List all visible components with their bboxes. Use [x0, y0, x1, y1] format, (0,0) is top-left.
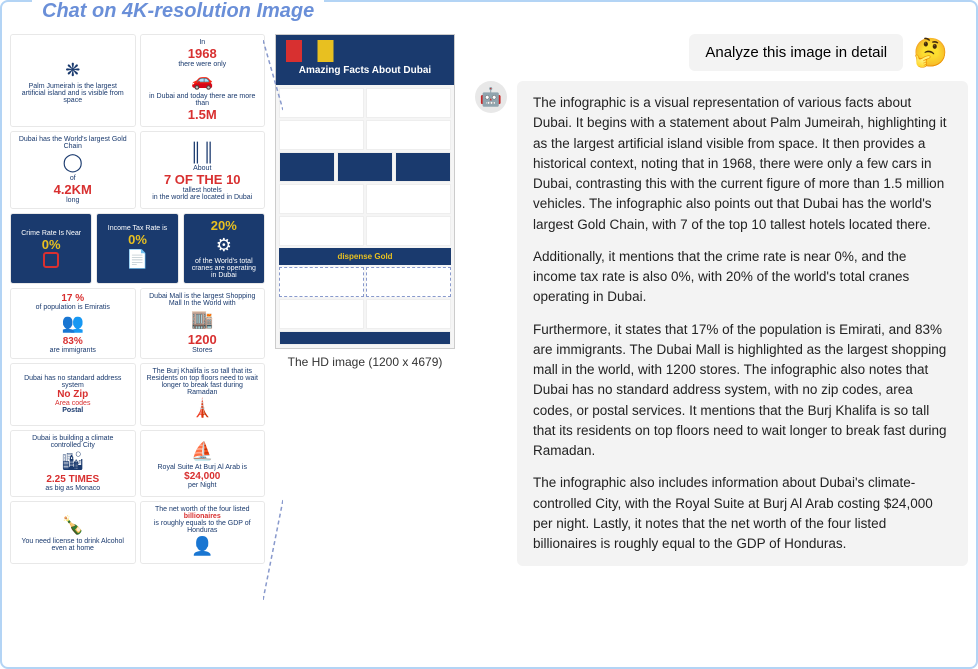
hd-body: dispense Gold	[276, 85, 454, 348]
fact-text: Palm Jumeirah is the largest artificial …	[16, 83, 130, 104]
bot-paragraph: Furthermore, it states that 17% of the p…	[533, 320, 952, 462]
bot-avatar-icon: 🤖	[475, 81, 507, 113]
fact-address: Dubai has no standard address system No …	[10, 363, 136, 426]
fact-top: Dubai is building a climate controlled C…	[16, 435, 130, 449]
box-icon	[43, 252, 59, 268]
skyline-icon: 🏙	[61, 451, 84, 472]
thinking-emoji: 🤔	[913, 36, 948, 69]
fact-big: 7 OF THE 10	[164, 172, 241, 187]
bot-paragraph: The infographic is a visual representati…	[533, 93, 952, 235]
fact-bottom: is roughly equals to the GDP of Honduras	[146, 520, 260, 534]
bot-paragraph: The infographic also includes informatio…	[533, 473, 952, 554]
fact-bottom: per Night	[188, 482, 216, 489]
fact-bottom: long	[66, 197, 79, 204]
palm-icon: ❋	[65, 60, 80, 81]
line2: Postal	[62, 407, 83, 414]
people-icon: 👥	[62, 313, 84, 334]
hd-banner: dispense Gold	[279, 248, 451, 265]
fact-crime: Crime Rate Is Near 0%	[10, 213, 92, 284]
fact-bottom: are immigrants	[50, 347, 96, 354]
fact-palm: ❋ Palm Jumeirah is the largest artificia…	[10, 34, 136, 127]
fact-big: 17 %	[61, 293, 84, 304]
fact-climate: Dubai is building a climate controlled C…	[10, 430, 136, 497]
fact-population: 17 % of population is Emiratis 👥 83% are…	[10, 288, 136, 359]
person-icon: 👤	[191, 536, 213, 557]
fact-mid: of population is Emiratis	[36, 304, 110, 311]
fact-row: Crime Rate Is Near 0% Income Tax Rate is…	[10, 213, 265, 284]
fact-top: Dubai has the World's largest Gold Chain	[16, 136, 130, 150]
line1: Area codes	[55, 400, 90, 407]
fact-mid: there were only	[178, 61, 226, 68]
fact-tax: Income Tax Rate is 0% 📄	[96, 213, 178, 284]
fact-row: Dubai is building a climate controlled C…	[10, 430, 265, 497]
hd-header: Amazing Facts About Dubai	[276, 35, 454, 85]
fact-bottom: of the World's total cranes are operatin…	[189, 258, 259, 279]
towers-icon: ║║	[189, 142, 215, 163]
fact-top: The Burj Khalifa is so tall that its Res…	[146, 368, 260, 396]
content-row: ❋ Palm Jumeirah is the largest artificia…	[10, 10, 968, 659]
mall-icon: 🏬	[191, 309, 213, 330]
fact-top: The net worth of the four listed	[155, 506, 250, 513]
fact-suite: ⛵ Royal Suite At Burj Al Arab is $24,000…	[140, 430, 266, 497]
fact-mall: Dubai Mall is the largest Shopping Mall …	[140, 288, 266, 359]
fact-row: 🍾 You need license to drink Alcohol even…	[10, 501, 265, 564]
car-icon: 🚗	[191, 70, 213, 91]
hd-caption: The HD image (1200 x 4679)	[275, 355, 455, 369]
fact-big: 0%	[128, 232, 147, 247]
fact-big: 0%	[42, 237, 61, 252]
fact-big: 4.2KM	[54, 182, 92, 197]
fact-text: You need license to drink Alcohol even a…	[16, 538, 130, 552]
fact-big: 1968	[188, 46, 217, 61]
fact-bottom: in the world are located in Dubai	[152, 194, 252, 201]
chat-panel: Analyze this image in detail 🤔 🤖 The inf…	[475, 10, 968, 659]
fact-bottom: Stores	[192, 347, 212, 354]
fact-goldchain: Dubai has the World's largest Gold Chain…	[10, 131, 136, 209]
fact-big: 1200	[188, 332, 217, 347]
burjarab-icon: ⛵	[191, 441, 213, 462]
hd-image-panel: Amazing Facts About Dubai dispense Gold …	[275, 10, 465, 659]
fact-top: In	[199, 39, 205, 46]
fact-big: 20%	[211, 218, 237, 233]
hd-image: Amazing Facts About Dubai dispense Gold	[275, 34, 455, 349]
user-message: Analyze this image in detail 🤔	[689, 34, 948, 71]
fact-row: Dubai has the World's largest Gold Chain…	[10, 131, 265, 209]
fact-mid: tallest hotels	[183, 187, 222, 194]
fact-hotels: ║║ About 7 OF THE 10 tallest hotels in t…	[140, 131, 266, 209]
fact-row: Dubai has no standard address system No …	[10, 363, 265, 426]
fact-alcohol: 🍾 You need license to drink Alcohol even…	[10, 501, 136, 564]
fact-big: $24,000	[184, 471, 220, 482]
fact-big2: 1.5M	[188, 107, 217, 122]
necklace-icon: ◯	[63, 152, 83, 173]
infographic-exploded: ❋ Palm Jumeirah is the largest artificia…	[10, 10, 265, 659]
figure-container: Chat on 4K-resolution Image ❋ Palm Jumei…	[0, 0, 978, 669]
burj-icon: 🗼	[191, 398, 213, 419]
fact-bottom: in Dubai and today there are more than	[146, 93, 260, 107]
bot-message: 🤖 The infographic is a visual representa…	[475, 81, 968, 566]
fact-top: Dubai Mall is the largest Shopping Mall …	[146, 293, 260, 307]
fact-mid: of	[70, 175, 76, 182]
fact-big2: 83%	[63, 336, 83, 347]
bot-paragraph: Additionally, it mentions that the crime…	[533, 247, 952, 308]
hd-wrap: Amazing Facts About Dubai dispense Gold …	[275, 34, 455, 369]
user-bubble: Analyze this image in detail	[689, 34, 903, 71]
fact-top: Income Tax Rate is	[108, 225, 167, 232]
fact-row: 17 % of population is Emiratis 👥 83% are…	[10, 288, 265, 359]
fact-bottom: as big as Monaco	[45, 485, 100, 492]
bottle-icon: 🍾	[62, 515, 84, 536]
fact-top: Dubai has no standard address system	[16, 375, 130, 389]
fact-1968: In 1968 there were only 🚗 in Dubai and t…	[140, 34, 266, 127]
fact-top: Royal Suite At Burj Al Arab is	[158, 464, 248, 471]
line0: No Zip	[57, 389, 88, 400]
fact-top: Crime Rate Is Near	[21, 230, 81, 237]
bot-bubble: The infographic is a visual representati…	[517, 81, 968, 566]
fact-burj: The Burj Khalifa is so tall that its Res…	[140, 363, 266, 426]
fact-mid: billionaires	[184, 513, 221, 520]
fact-top: About	[193, 165, 211, 172]
fact-big: 2.25 TIMES	[46, 474, 99, 485]
crane-icon: ⚙	[216, 235, 232, 256]
fact-row: ❋ Palm Jumeirah is the largest artificia…	[10, 34, 265, 127]
fact-cranes: 20% ⚙ of the World's total cranes are op…	[183, 213, 265, 284]
doc-icon: 📄	[126, 249, 148, 270]
fact-billionaires: The net worth of the four listed billion…	[140, 501, 266, 564]
